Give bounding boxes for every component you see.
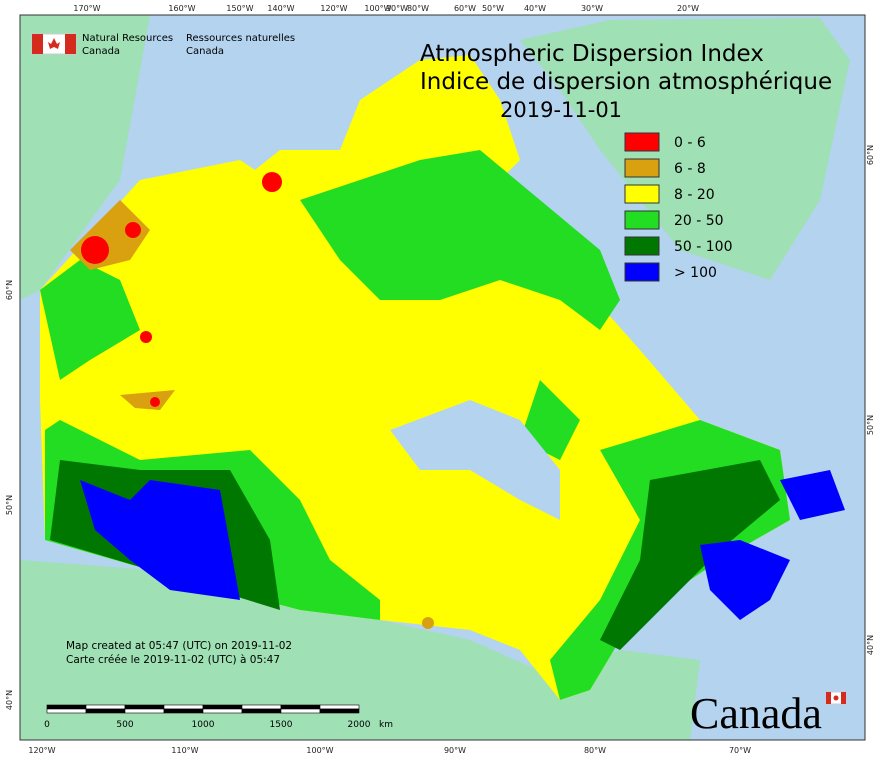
- lon-label: 90°W: [444, 746, 466, 755]
- scale-bar: 0 500 1000 1500 2000 km: [44, 704, 393, 730]
- zone-over-100: [780, 470, 845, 520]
- lon-label: 150°W: [226, 4, 253, 13]
- flag: [65, 34, 76, 54]
- usa: [20, 560, 700, 740]
- zone-20-50: [40, 260, 140, 380]
- lat-label: 40°N: [866, 635, 875, 655]
- legend-label: 50 - 100: [674, 239, 733, 255]
- lon-label: 160°W: [168, 4, 195, 13]
- legend-label: 0 - 6: [674, 135, 706, 151]
- scale-segment: [46, 704, 87, 710]
- legend-label: 6 - 8: [674, 161, 706, 177]
- graticule-labels: 170°W 160°W 150°W 140°W 120°W 100°W90°W80°W 60…: [5, 4, 875, 755]
- legend-swatch: [624, 158, 660, 178]
- legend-label: 8 - 20: [674, 187, 715, 203]
- lat-label: 50°N: [5, 495, 14, 515]
- title: Atmospheric Dispersion Index: [420, 41, 764, 67]
- title: Indice de dispersion atmosphérique: [420, 69, 832, 95]
- legend-swatch: [624, 262, 660, 282]
- wordmark-flag: [833, 695, 839, 701]
- lon-label: 100°W: [364, 4, 391, 13]
- lat-label: 60°N: [866, 145, 875, 165]
- zone-over-100: [80, 480, 240, 600]
- flag: [32, 34, 43, 54]
- scale-label: 0: [44, 720, 50, 730]
- zone-0-6: [150, 397, 160, 407]
- wordmark: Canada: [690, 689, 822, 738]
- legend-label: 20 - 50: [674, 213, 724, 229]
- scale-segment: [124, 708, 165, 714]
- legend-swatch: [624, 210, 660, 230]
- scale-segment: [241, 704, 282, 710]
- zone-6-8: [422, 617, 434, 629]
- note: Map created at 05:47 (UTC) on 2019-11-02: [66, 640, 292, 652]
- lon-label: 50°W: [482, 4, 504, 13]
- flag: [48, 38, 60, 49]
- scale-segment: [202, 708, 243, 714]
- scale-segment: [319, 704, 360, 710]
- greenland: [520, 18, 850, 280]
- zone-50-100: [600, 460, 780, 650]
- scale-label: 1000: [192, 720, 215, 730]
- lon-label: 20°W: [677, 4, 699, 13]
- legend: 0 - 6 6 - 8 8 - 20 20 - 50 50 - 100 > 100: [624, 132, 733, 282]
- agency-fr: Ressources naturelles: [186, 33, 295, 44]
- zone-0-6: [81, 236, 109, 264]
- lon-label: 110°W: [171, 746, 198, 755]
- zone-20-50: [300, 150, 620, 330]
- scale-unit: km: [379, 720, 393, 730]
- lat-label: 60°N: [5, 280, 14, 300]
- lon-label: 60°W: [454, 4, 476, 13]
- scale-label: 1500: [270, 720, 293, 730]
- scale-segment: [319, 708, 360, 714]
- legend-swatch: [624, 132, 660, 152]
- zone-6-8: [120, 390, 175, 410]
- scale-segment: [85, 704, 126, 710]
- scale-segment: [124, 704, 165, 710]
- alaska: [20, 15, 150, 300]
- scale-segment: [280, 704, 321, 710]
- lon-label: 100°W: [306, 746, 333, 755]
- agency-fr: Canada: [186, 46, 224, 57]
- zone-0-6: [140, 331, 152, 343]
- agency-en: Canada: [82, 46, 120, 57]
- lon-label: 120°W: [28, 746, 55, 755]
- lon-label: 40°W: [524, 4, 546, 13]
- legend-swatch: [624, 236, 660, 256]
- wordmark-flag: [841, 692, 846, 704]
- legend-swatch: [624, 184, 660, 204]
- zone-0-6: [262, 172, 282, 192]
- scale-segment: [241, 708, 282, 714]
- map-border: [19, 14, 866, 741]
- lon-label: 70°W: [729, 746, 751, 755]
- lon-label: 30°W: [581, 4, 603, 13]
- lon-label: 140°W: [267, 4, 294, 13]
- date: 2019-11-01: [500, 98, 622, 122]
- lon-label: 80°W: [407, 4, 429, 13]
- scale-segment: [46, 708, 87, 714]
- agency-en: Natural Resources: [82, 33, 173, 44]
- lon-label: 80°W: [584, 746, 606, 755]
- scale-segment: [163, 708, 204, 714]
- lon-label: 90°W: [386, 4, 408, 13]
- scale-label: 2000: [348, 720, 371, 730]
- scale-segment: [280, 708, 321, 714]
- scale-segment: [202, 704, 243, 710]
- scale-segment: [85, 708, 126, 714]
- legend-label: > 100: [674, 265, 717, 281]
- wordmark-flag: [826, 692, 831, 704]
- scale-segment: [163, 704, 204, 710]
- lat-label: 50°N: [866, 415, 875, 435]
- note: Carte créée le 2019-11-02 (UTC) à 05:47: [66, 654, 280, 666]
- lon-label: 170°W: [73, 4, 100, 13]
- lon-label: 120°W: [320, 4, 347, 13]
- zone-0-6: [125, 222, 141, 238]
- hudson-bay: [390, 400, 560, 520]
- zone-over-100: [700, 540, 790, 620]
- scale-label: 500: [116, 720, 133, 730]
- lat-label: 40°N: [5, 690, 14, 710]
